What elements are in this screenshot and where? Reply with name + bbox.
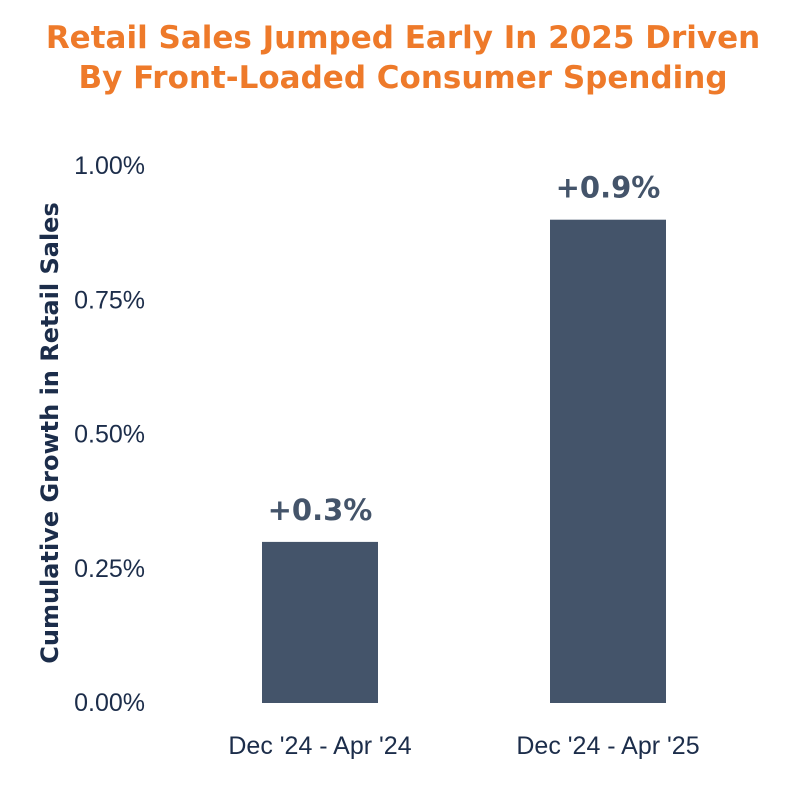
y-tick-label: 0.50%: [74, 421, 145, 449]
y-tick-label: 1.00%: [74, 152, 145, 180]
chart-title-line-2: By Front-Loaded Consumer Spending: [78, 60, 728, 96]
bars: [262, 219, 666, 703]
data-labels: +0.3% +0.9%: [268, 171, 661, 527]
data-label: +0.3%: [268, 493, 373, 527]
y-tick-label: 0.75%: [74, 286, 145, 314]
y-tick-label: 0.00%: [74, 689, 145, 717]
chart-title-line-1: Retail Sales Jumped Early In 2025 Driven: [45, 20, 761, 56]
bar: [550, 219, 666, 703]
y-axis-ticks: 0.00% 0.25% 0.50% 0.75% 1.00%: [74, 152, 145, 717]
data-label: +0.9%: [556, 171, 661, 205]
x-category-label: Dec '24 - Apr '25: [516, 732, 699, 760]
x-category-label: Dec '24 - Apr '24: [228, 732, 411, 760]
category-labels: Dec '24 - Apr '24 Dec '24 - Apr '25: [228, 732, 699, 760]
y-axis-label: Cumulative Growth in Retail Sales: [36, 202, 64, 663]
chart-title: Retail Sales Jumped Early In 2025 Driven…: [0, 18, 806, 98]
bar: [262, 541, 378, 703]
y-tick-label: 0.25%: [74, 555, 145, 583]
